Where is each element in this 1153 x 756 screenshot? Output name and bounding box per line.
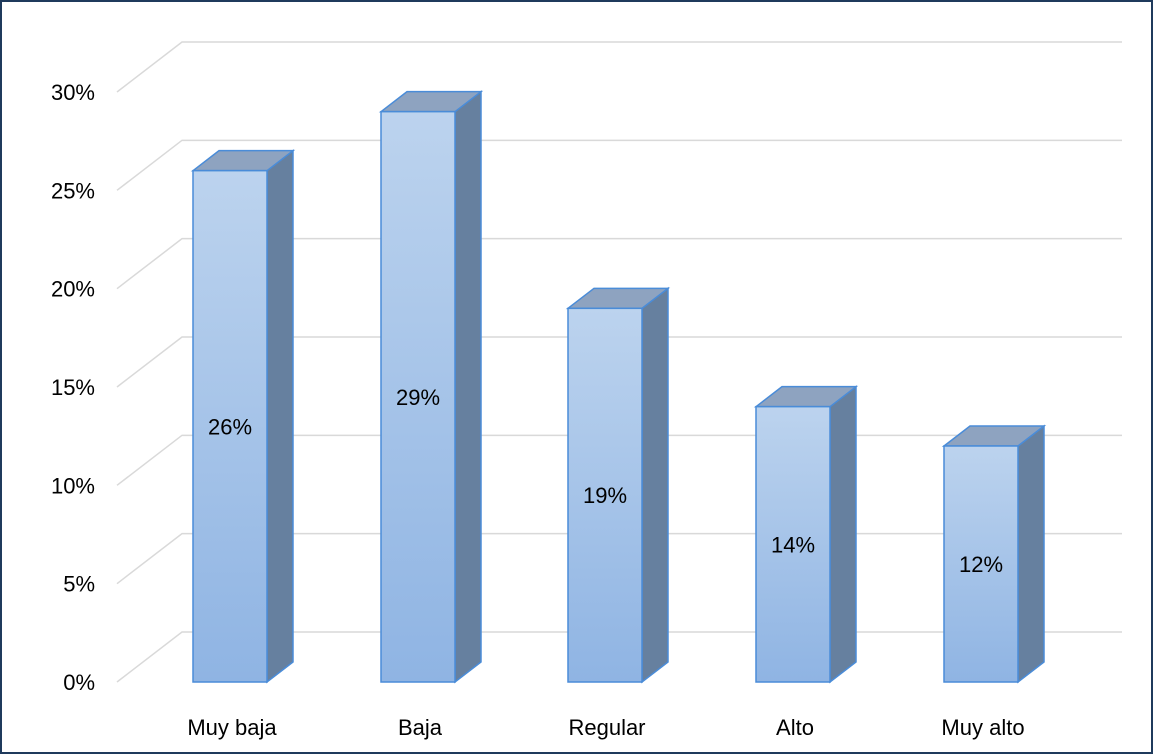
y-axis-tick-labels: 0% 5% 10% 15% 20% 25% 30%	[51, 80, 95, 695]
data-label: 19%	[583, 483, 627, 508]
bar-side-face	[829, 385, 857, 684]
bar-front-face	[192, 169, 268, 683]
bar	[941, 424, 1047, 684]
bar-side-face	[641, 286, 669, 684]
x-category-label: Alto	[776, 715, 814, 740]
bar	[753, 385, 859, 684]
x-category-label: Muy alto	[941, 715, 1024, 740]
gridline	[116, 139, 1122, 191]
data-label: 12%	[959, 552, 1003, 577]
bar-front-face	[380, 110, 456, 683]
x-category-label: Muy baja	[187, 715, 277, 740]
y-tick-label: 20%	[51, 277, 95, 302]
gridline	[116, 41, 1122, 93]
y-tick-label: 30%	[51, 80, 95, 105]
data-labels: 26% 29% 19% 14% 12%	[208, 385, 1003, 577]
bar-side-face	[1017, 424, 1045, 684]
gridlines	[116, 41, 1122, 683]
bar-front-face	[943, 445, 1019, 683]
bar-front-face	[755, 405, 831, 683]
data-label: 29%	[396, 385, 440, 410]
y-tick-label: 10%	[51, 473, 95, 498]
y-tick-label: 15%	[51, 375, 95, 400]
y-tick-label: 0%	[63, 670, 95, 695]
bar-front-face	[567, 307, 643, 683]
bar	[190, 149, 296, 684]
bar-side-face	[266, 149, 294, 684]
bars	[190, 90, 1047, 684]
x-category-label: Regular	[568, 715, 645, 740]
bar	[378, 90, 484, 684]
bar-side-face	[454, 90, 482, 684]
gridline	[116, 336, 1122, 388]
data-label: 14%	[771, 532, 815, 557]
y-tick-label: 25%	[51, 178, 95, 203]
x-axis-category-labels: Muy baja Baja Regular Alto Muy alto	[187, 715, 1024, 740]
bar	[565, 286, 671, 684]
x-category-label: Baja	[398, 715, 443, 740]
y-tick-label: 5%	[63, 572, 95, 597]
gridline	[116, 237, 1122, 290]
data-label: 26%	[208, 414, 252, 439]
